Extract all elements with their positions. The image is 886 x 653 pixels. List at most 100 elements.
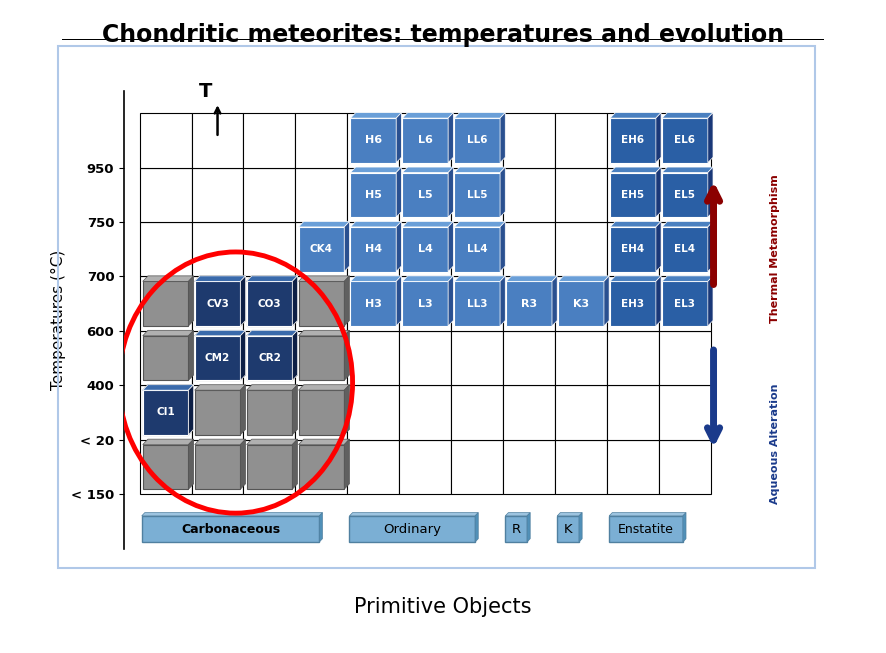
Bar (295, 385, 347, 439)
Bar (659, 276, 711, 331)
Bar (347, 385, 400, 439)
Polygon shape (455, 276, 505, 281)
Bar (299, 281, 345, 326)
Bar (503, 439, 556, 494)
Bar (246, 281, 292, 326)
Bar (659, 113, 711, 168)
Polygon shape (246, 439, 298, 445)
Bar (610, 227, 656, 272)
Polygon shape (189, 439, 194, 489)
Polygon shape (656, 167, 661, 217)
Bar (557, 516, 579, 542)
Polygon shape (292, 330, 298, 380)
Polygon shape (246, 276, 298, 281)
Polygon shape (448, 221, 454, 272)
Bar (140, 276, 191, 331)
Bar (402, 281, 448, 326)
Polygon shape (240, 276, 245, 326)
Bar (143, 281, 189, 326)
Text: L4: L4 (418, 244, 432, 254)
Polygon shape (292, 276, 298, 326)
Bar (607, 331, 659, 385)
Bar (659, 385, 711, 439)
Text: CO3: CO3 (258, 298, 281, 309)
Bar (143, 390, 189, 435)
Text: Enstatite: Enstatite (618, 523, 674, 536)
Bar (610, 516, 683, 542)
Polygon shape (448, 276, 454, 326)
Polygon shape (195, 330, 245, 336)
Bar (299, 227, 345, 272)
Bar (659, 168, 711, 222)
Text: CM2: CM2 (205, 353, 230, 363)
Polygon shape (195, 276, 245, 281)
Polygon shape (506, 276, 557, 281)
Polygon shape (505, 513, 530, 516)
Bar (195, 336, 240, 380)
Bar (662, 172, 708, 217)
Polygon shape (195, 276, 245, 281)
Bar (451, 439, 503, 494)
Polygon shape (662, 167, 713, 172)
Bar (195, 336, 240, 380)
Bar (503, 168, 556, 222)
Bar (505, 516, 527, 542)
Bar (244, 331, 295, 385)
Polygon shape (396, 276, 401, 326)
Bar (556, 276, 607, 331)
Bar (244, 276, 295, 331)
Polygon shape (455, 167, 505, 172)
Bar (503, 276, 556, 331)
Bar (246, 390, 292, 435)
Polygon shape (579, 513, 582, 542)
Text: EL6: EL6 (674, 135, 696, 146)
Bar (347, 276, 400, 331)
Bar (503, 331, 556, 385)
Bar (347, 168, 400, 222)
Bar (607, 276, 659, 331)
Polygon shape (351, 112, 401, 118)
Bar (195, 445, 240, 489)
Text: LL4: LL4 (467, 244, 487, 254)
Text: H6: H6 (365, 135, 382, 146)
Polygon shape (299, 221, 349, 227)
Bar (402, 227, 448, 272)
Polygon shape (240, 439, 245, 489)
Bar (299, 336, 345, 380)
Bar (244, 222, 295, 276)
Polygon shape (683, 513, 686, 542)
Bar (246, 336, 292, 380)
Polygon shape (448, 167, 454, 217)
Bar (556, 113, 607, 168)
Text: Aqueous Alteration: Aqueous Alteration (770, 384, 781, 504)
Bar (191, 168, 244, 222)
Bar (451, 331, 503, 385)
Polygon shape (708, 221, 713, 272)
Bar (295, 439, 347, 494)
Bar (347, 439, 400, 494)
Text: EL3: EL3 (674, 298, 696, 309)
Bar (451, 168, 503, 222)
Polygon shape (455, 112, 505, 118)
Text: LL3: LL3 (467, 298, 487, 309)
Polygon shape (527, 513, 530, 542)
Bar (295, 276, 347, 331)
Text: T: T (199, 82, 213, 101)
Polygon shape (240, 330, 245, 380)
Polygon shape (402, 276, 454, 281)
Text: EH4: EH4 (621, 244, 645, 254)
Text: EL5: EL5 (674, 190, 696, 200)
Text: Ordinary: Ordinary (384, 523, 441, 536)
Text: Thermal Metamorphism: Thermal Metamorphism (770, 174, 781, 323)
Polygon shape (662, 276, 713, 281)
Text: K3: K3 (573, 298, 589, 309)
Bar (455, 227, 500, 272)
Bar (349, 516, 475, 542)
Polygon shape (299, 385, 349, 390)
Bar (556, 385, 607, 439)
Bar (347, 222, 400, 276)
Bar (556, 168, 607, 222)
Text: L6: L6 (418, 135, 432, 146)
Bar (400, 385, 451, 439)
Bar (140, 113, 191, 168)
